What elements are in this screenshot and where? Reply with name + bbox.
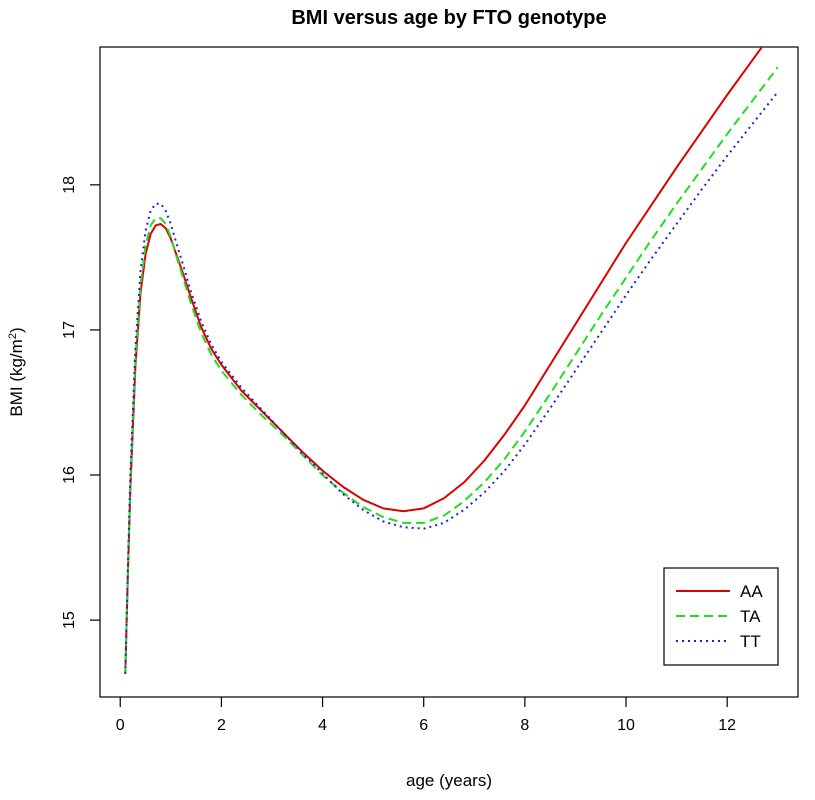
legend-label-ta: TA [740, 607, 761, 626]
y-tick-label: 17 [61, 321, 78, 339]
series-line-ta [124, 66, 779, 674]
x-tick-label: 2 [217, 717, 226, 734]
y-tick-label: 15 [61, 611, 78, 629]
x-tick-label: 4 [318, 717, 327, 734]
series-line-aa [124, 47, 764, 674]
y-axis: 15 16 17 18 [61, 176, 100, 629]
y-tick-label: 16 [61, 466, 78, 484]
x-axis: 0 2 4 6 8 10 12 [116, 697, 736, 734]
y-axis-label-end: ) [7, 327, 26, 333]
legend-label-tt: TT [740, 632, 761, 651]
series-group [124, 47, 779, 674]
y-axis-label-sup: 2 [7, 333, 19, 339]
legend-label-aa: AA [740, 582, 763, 601]
legend: AA TA TT [663, 567, 779, 666]
x-tick-label: 10 [617, 717, 635, 734]
series-line-tt [124, 91, 779, 674]
x-axis-label: age (years) [406, 771, 492, 790]
y-tick-label: 18 [61, 176, 78, 194]
x-tick-label: 0 [116, 717, 125, 734]
x-tick-label: 8 [520, 717, 529, 734]
chart-title: BMI versus age by FTO genotype [291, 7, 606, 29]
y-axis-label-main: BMI (kg/m [7, 339, 26, 416]
x-tick-label: 12 [718, 717, 736, 734]
x-tick-label: 6 [419, 717, 428, 734]
y-axis-label: BMI (kg/m2) [7, 327, 26, 416]
plot-frame [99, 46, 799, 698]
